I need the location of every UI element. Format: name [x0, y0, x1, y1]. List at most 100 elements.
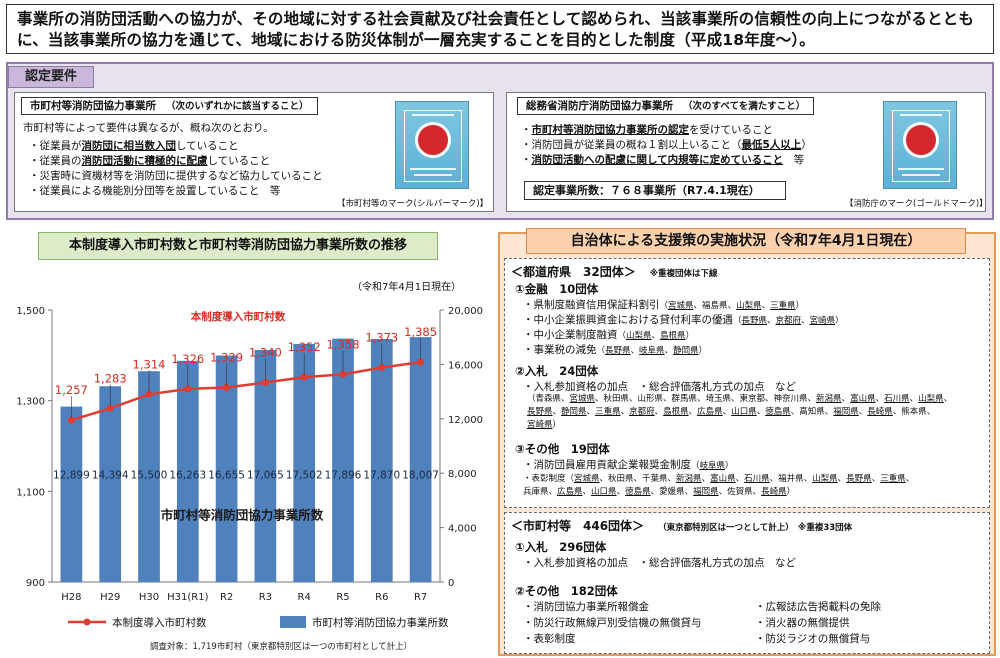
prefecture-name: 福岡県 — [693, 487, 719, 497]
requirements-title: 認定要件 — [8, 66, 94, 88]
certified-count: 認定事業所数：７６８事業所（R7.4.1現在） — [524, 181, 786, 200]
silver-mark-seal-icon — [415, 122, 451, 158]
prefecture-name: 広島県 — [557, 487, 583, 497]
line-label-R4: 1,352 — [288, 340, 321, 354]
municipalities-head-text: ＜市町村等 446団体＞ — [511, 519, 645, 533]
prefecture-name: 宮城県 — [668, 301, 694, 311]
prefecture-name: 長野県 — [527, 407, 553, 417]
bar-label-R7: 18,007 — [402, 470, 439, 482]
pref-finance-item-text: ・県制度融資信用保証料割引 — [523, 299, 660, 311]
municipalities-note: （東京都特別区は一つとして計上） ※重複33団体 — [658, 523, 853, 533]
prefecture-name: （青森県、 — [527, 394, 570, 404]
fdma-item-part: ・ — [521, 124, 532, 136]
prefecture-list: （長野県、岐阜県、静岡県） — [596, 346, 708, 356]
bar-R6 — [370, 338, 393, 582]
prefecture-list: （長野県、京都府、宮崎県） — [733, 316, 844, 326]
bar-R4 — [293, 343, 316, 582]
prefecture-name: 、 — [654, 407, 664, 417]
prefecture-name: 、 — [858, 407, 868, 417]
prefecture-name: 新潟県 — [816, 394, 842, 404]
fdma-title: 総務省消防庁消防団協力事業所 — [526, 100, 673, 112]
bar-label-R2: 16,655 — [208, 470, 245, 482]
line-label-R2: 1,329 — [210, 351, 243, 365]
prefectures-head-text: ＜都道府県 32団体＞ — [511, 265, 636, 279]
line-point-R2 — [223, 384, 231, 392]
line-point-H31(R1) — [184, 385, 192, 393]
x-label-H30: H30 — [139, 592, 159, 603]
x-label-R5: R5 — [336, 592, 349, 603]
prefecture-name: 石川県 — [744, 474, 770, 484]
municipalities-box: ＜市町村等 446団体＞ （東京都特別区は一つとして計上） ※重複33団体 ①入札… — [504, 512, 990, 654]
prefecture-name: 富山県 — [710, 474, 736, 484]
left-tick-label: 900 — [26, 578, 45, 589]
prefecture-name: 、 — [620, 407, 630, 417]
line-point-H29 — [106, 404, 114, 412]
line-label-R5: 1,358 — [327, 337, 360, 351]
prefecture-name: 福岡県 — [833, 407, 859, 417]
muni-other-right-2: ・消火器の無償提供 — [755, 617, 850, 629]
prefecture-name: 三重県 — [880, 474, 906, 484]
prefecture-name: 京都府 — [775, 316, 802, 326]
prefecture-name: 、 — [616, 487, 626, 497]
right-tick-label: 12,000 — [448, 415, 483, 426]
gold-mark-caption: 【消防庁のマーク(ゴールドマーク)】 — [845, 199, 988, 209]
prefecture-name: 、 — [552, 407, 562, 417]
line-label-H31(R1): 1,326 — [171, 352, 204, 366]
prefecture-name: 宮城県 — [569, 394, 596, 404]
prefecture-name: 新潟県 — [676, 474, 702, 484]
survey-note: 調査対象：1,719市町村（東京都特別区は一つの市町村として計上） — [150, 642, 413, 652]
municipal-item-part: ・従業員の — [29, 155, 82, 167]
muni-other-left-1: ・消防団協力事業所報償金 — [523, 601, 649, 613]
prefecture-name: 長野県 — [605, 346, 631, 356]
pref-other-head: ③その他 19団体 — [515, 442, 610, 456]
prefecture-name: 徳島県 — [625, 487, 651, 497]
prefecture-name: 長野県 — [846, 474, 872, 484]
municipal-intro: 市町村等によって要件は異なるが、概ね次のとおり。 — [23, 122, 274, 134]
prefecture-name: ） — [786, 487, 796, 497]
line-annotation: 本制度導入市町村数 — [191, 310, 286, 323]
prefecture-name: 福島県 — [702, 301, 728, 311]
silver-mark-caption: 【市町村等のマーク(シルバーマーク)】 — [337, 199, 489, 209]
prefecture-name: 、 — [582, 487, 592, 497]
bar-label-R5: 17,896 — [325, 470, 362, 482]
prefecture-name: 山口県 — [591, 487, 617, 497]
prefecture-name: 、 — [688, 407, 698, 417]
line-point-R4 — [300, 373, 308, 381]
prefecture-name: 富山県 — [850, 394, 876, 404]
municipality-count-line — [71, 360, 421, 422]
pref-bid-head: ②入札 24団体 — [515, 364, 599, 378]
pref-bid-intro: ・入札参加資格の加点 ・総合評価落札方式の加点 など — [523, 381, 796, 393]
prefecture-name: 、 — [905, 474, 915, 484]
fdma-item-3: ・消防団活動への配慮に関して内規等に定めていること 等 — [521, 153, 804, 168]
gold-mark-seal-icon — [903, 122, 939, 158]
line-label-H30: 1,314 — [133, 357, 166, 371]
pref-bid-line: （青森県、宮城県、秋田県、山形県、群馬県、埼玉県、東京都、神奈川県、新潟県、富山… — [527, 393, 952, 406]
line-label-R6: 1,373 — [365, 331, 398, 345]
prefecture-name: 、 — [871, 474, 881, 484]
fdma-title-note: （次のすべてを満たすこと） — [683, 101, 806, 112]
prefecture-name: 、 — [701, 474, 711, 484]
pref-finance-head: ①金融 10団体 — [515, 282, 599, 296]
line-point-H30 — [145, 390, 153, 398]
municipal-title: 市町村等消防団協力事業所 — [30, 100, 156, 112]
prefectures-head: ＜都道府県 32団体＞ ※重複団体は下線 — [511, 263, 717, 280]
pref-bid-line: 宮崎県） — [527, 419, 561, 432]
bar-label-H28: 12,899 — [53, 470, 90, 482]
right-tick-label: 4,000 — [448, 524, 477, 535]
prefectures-box: ＜都道府県 32団体＞ ※重複団体は下線 ①金融 10団体・県制度融資信用保証料割… — [504, 258, 990, 508]
line-label-H28: 1,257 — [55, 383, 88, 397]
municipal-requirements-box: 市町村等消防団協力事業所 （次のいずれかに該当すること） 市町村等によって要件は異… — [14, 92, 494, 212]
pref-finance-item-text: ・事業税の減免 — [523, 344, 597, 356]
prefecture-name: 、高知県、 — [790, 407, 834, 417]
prefecture-name: 石川県 — [884, 394, 910, 404]
prefecture-name: 広島県 — [697, 407, 723, 417]
right-tick-label: 0 — [448, 578, 454, 589]
right-tick-label: 20,000 — [448, 306, 483, 317]
municipal-item-part: ・従業員が — [29, 140, 82, 152]
fdma-item-part: 消防団活動への配慮に関して内規等に定めていること — [531, 154, 784, 166]
bar-R7 — [409, 337, 432, 582]
prefecture-name: 、秋田県、千葉県、 — [599, 474, 677, 484]
left-tick-label: 1,100 — [16, 487, 45, 498]
left-tick-label: 1,300 — [16, 397, 45, 408]
fdma-item-1: ・市町村等消防団協力事業所の認定を受けていること — [521, 123, 773, 138]
